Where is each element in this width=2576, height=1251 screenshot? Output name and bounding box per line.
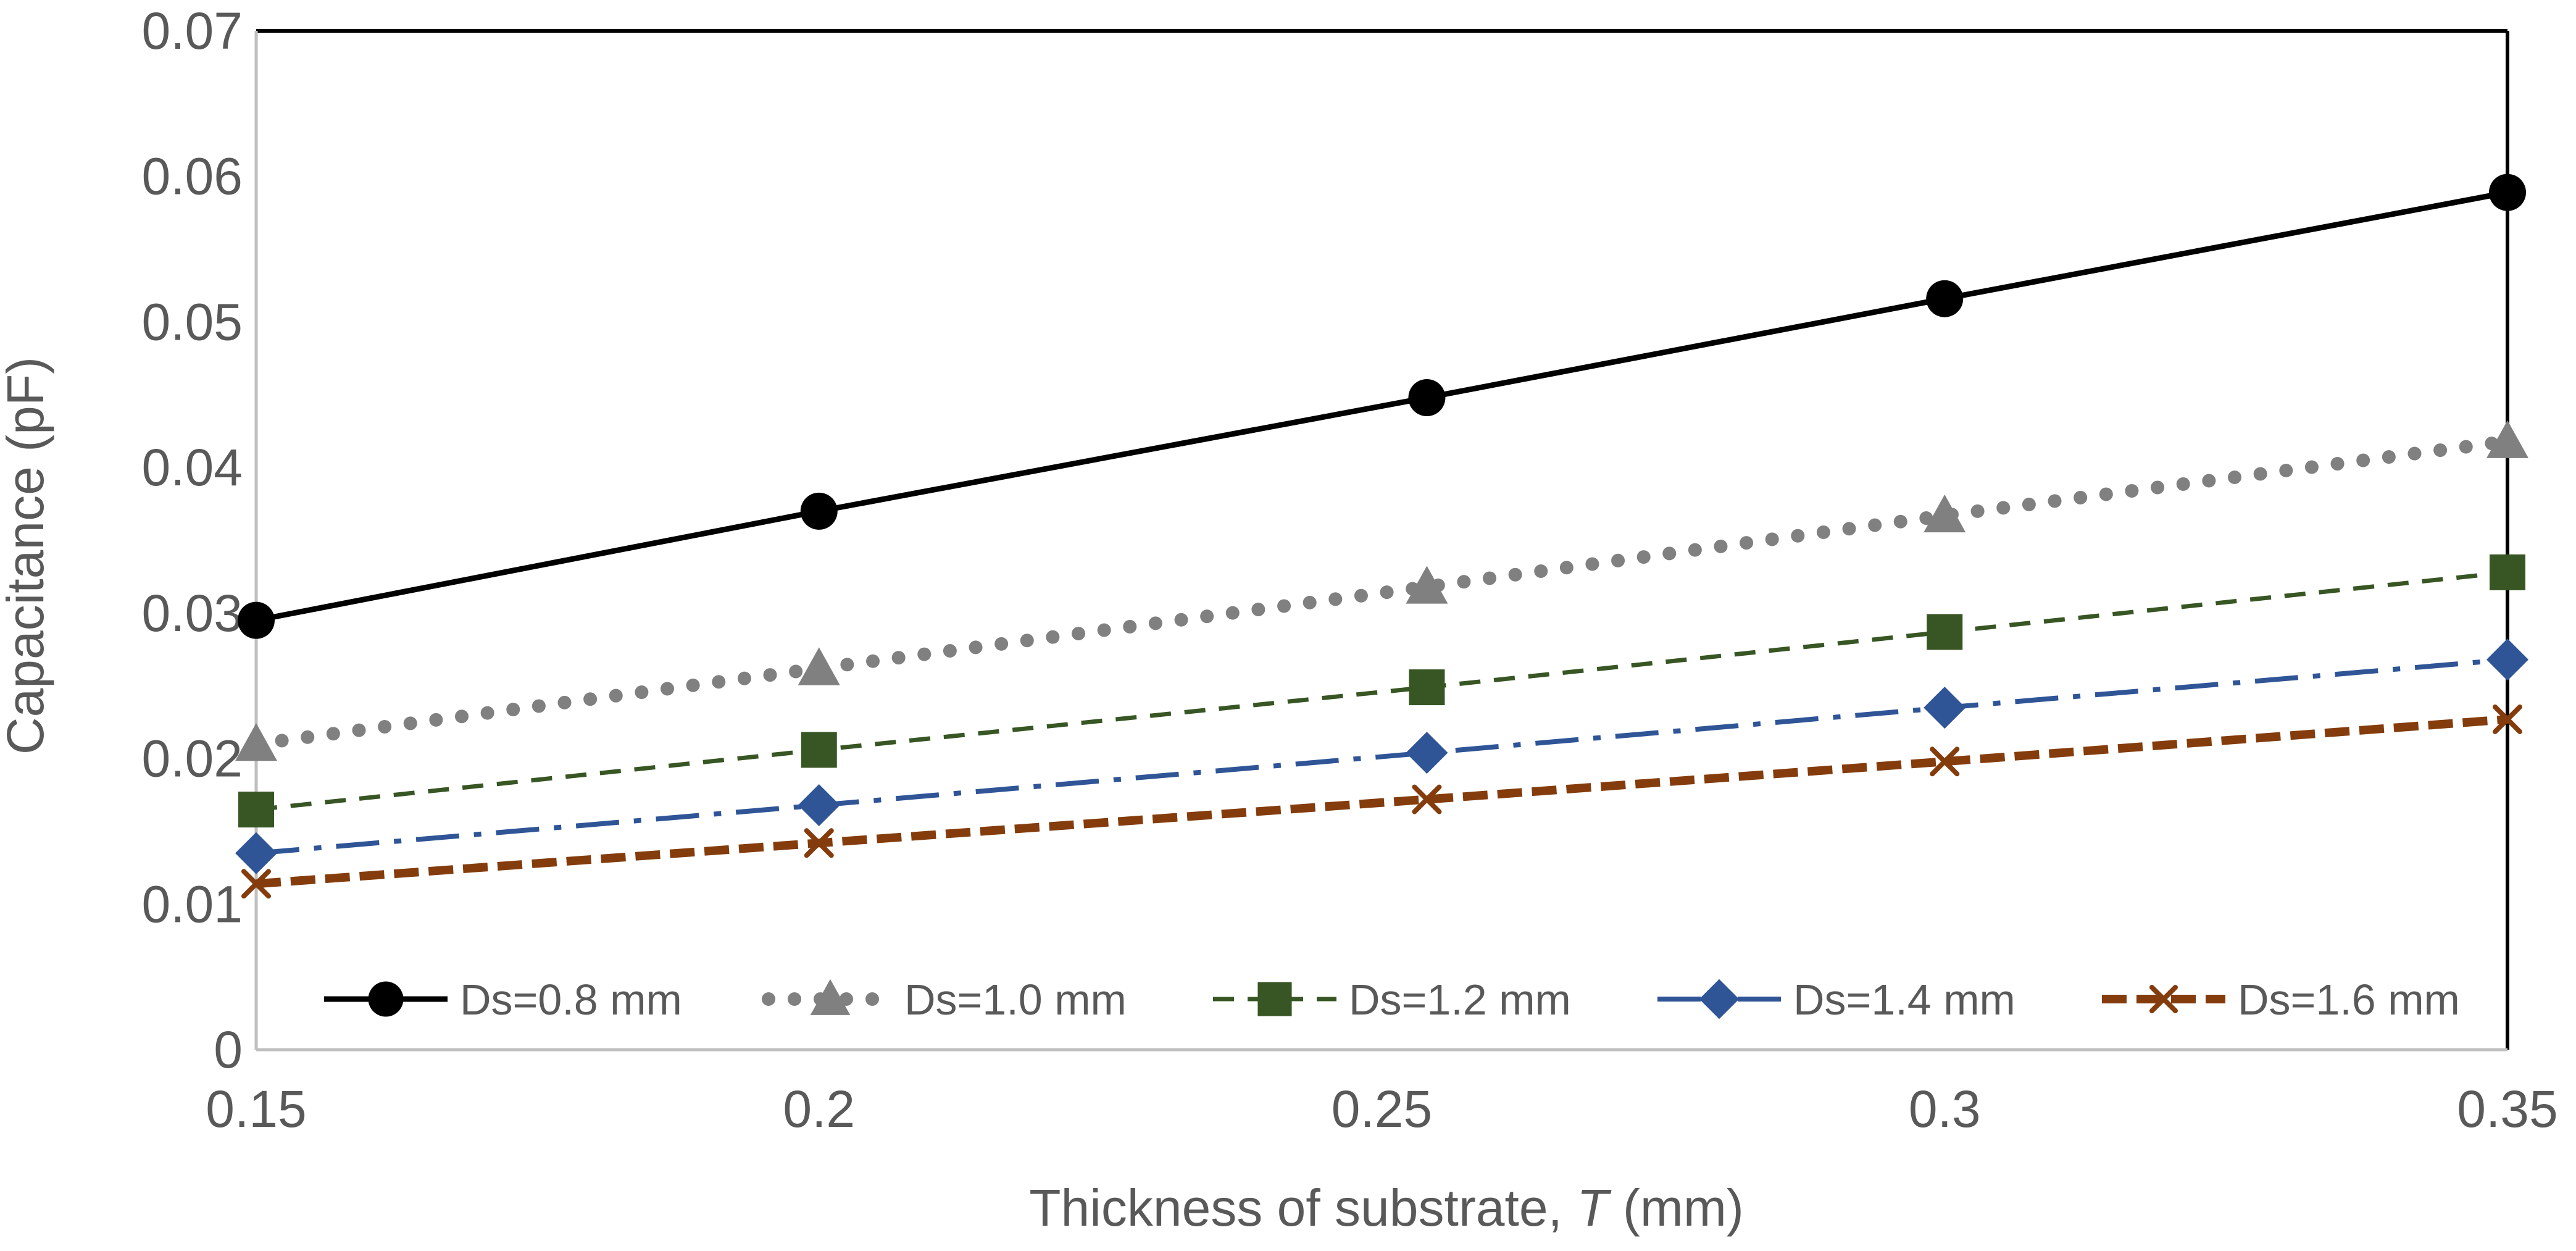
axes: 0 0.01 0.02 0.03 0.04 0.05 0.06 0.07 0.15 0.2 0.25… — [142, 2, 2558, 1138]
y-tick-label: 0.01 — [142, 875, 243, 933]
legend-item: Ds=1.2 mm — [1213, 976, 1571, 1024]
data-point — [2486, 420, 2528, 458]
series-layer — [235, 174, 2528, 899]
data-point — [2486, 638, 2528, 681]
x-axis-title-unit: (mm) — [1609, 1179, 1744, 1237]
data-point — [798, 647, 840, 685]
data-point — [800, 492, 838, 530]
data-point — [1924, 687, 1966, 729]
data-point — [235, 723, 277, 761]
series-group — [238, 174, 2526, 639]
data-point — [241, 869, 271, 899]
legend-item: Ds=1.0 mm — [762, 976, 1127, 1024]
data-point — [1930, 747, 1960, 777]
data-point — [1926, 280, 1964, 317]
legend-swatch-marker — [1699, 979, 1740, 1019]
data-point — [1406, 566, 1448, 604]
y-axis-title: Capacitance (pF) — [0, 357, 54, 755]
legend-label: Ds=1.6 mm — [2238, 976, 2460, 1024]
data-point — [798, 784, 840, 826]
legend-item: Ds=0.8 mm — [324, 976, 682, 1024]
series-line — [256, 714, 2508, 889]
legend-label: Ds=1.4 mm — [1793, 976, 2015, 1024]
legend: Ds=0.8 mm Ds=1.0 mm Ds=1.2 mm Ds=1.4 mm Ds=1… — [324, 976, 2460, 1024]
legend-item: Ds=1.4 mm — [1657, 976, 2015, 1024]
x-tick-label: 0.35 — [2457, 1080, 2558, 1138]
data-point — [2490, 554, 2525, 590]
data-point — [2489, 174, 2526, 211]
data-point — [1409, 669, 1445, 706]
x-axis-title: Thickness of substrate, T (mm) — [1029, 1179, 1744, 1237]
series-line — [256, 657, 2508, 856]
legend-swatch-marker — [1257, 982, 1292, 1016]
series-group — [235, 638, 2528, 874]
legend-swatch-marker — [2149, 985, 2178, 1013]
legend-label: Ds=1.0 mm — [904, 976, 1127, 1024]
legend-swatch-marker — [368, 981, 404, 1017]
data-point — [2493, 704, 2522, 734]
data-point — [1924, 494, 1966, 533]
data-point — [1406, 732, 1448, 774]
y-tick-label: 0 — [214, 1021, 243, 1079]
legend-label: Ds=1.2 mm — [1349, 976, 1571, 1024]
x-tick-label: 0.25 — [1332, 1080, 1433, 1138]
series-group — [241, 704, 2522, 899]
data-point — [238, 792, 274, 828]
y-tick-label: 0.07 — [142, 2, 243, 60]
series-group — [235, 420, 2528, 761]
data-point — [1927, 614, 1963, 650]
legend-item: Ds=1.6 mm — [2102, 976, 2460, 1024]
y-tick-label: 0.03 — [142, 584, 243, 642]
x-tick-label: 0.3 — [1909, 1080, 1981, 1138]
y-tick-label: 0.04 — [142, 438, 243, 496]
legend-swatch-marker — [810, 979, 851, 1015]
y-tick-label: 0.02 — [142, 730, 243, 788]
data-point — [804, 828, 834, 858]
x-axis-title-main: Thickness of substrate, — [1029, 1179, 1577, 1237]
data-point — [235, 832, 277, 874]
data-point — [238, 601, 275, 639]
series-line — [249, 434, 2514, 751]
data-point — [1408, 379, 1446, 416]
series-group — [238, 554, 2525, 828]
legend-label: Ds=0.8 mm — [460, 976, 682, 1024]
y-tick-label: 0.05 — [142, 293, 243, 351]
x-tick-label: 0.15 — [206, 1080, 307, 1138]
data-point — [1412, 784, 1442, 814]
data-point — [801, 732, 837, 768]
x-axis-title-symbol: T — [1577, 1179, 1612, 1237]
x-tick-label: 0.2 — [783, 1080, 855, 1138]
y-tick-label: 0.06 — [142, 148, 243, 206]
